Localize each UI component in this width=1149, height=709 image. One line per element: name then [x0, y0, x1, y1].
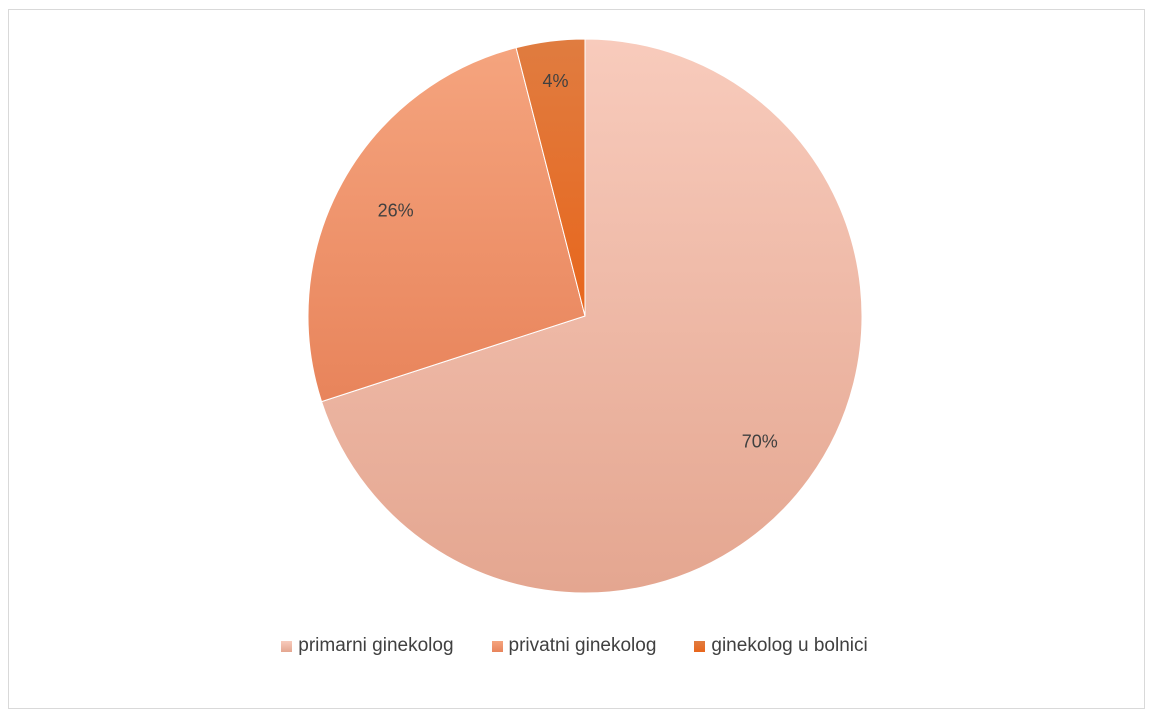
pie-slice-ginekolog-u-bolnici	[515, 38, 586, 317]
data-label-ginekolog-u-bolnici: 4%	[542, 71, 568, 91]
legend-label: privatni ginekolog	[508, 635, 657, 656]
pie-slice-privatni-ginekolog	[307, 47, 586, 403]
legend-item-primarni-ginekolog: primarni ginekolog	[281, 635, 454, 657]
data-label-primarni-ginekolog: 70%	[742, 432, 778, 452]
legend-label: primarni ginekolog	[298, 635, 454, 656]
pie-slices	[307, 38, 863, 594]
pie-slice-primarni-ginekolog	[320, 38, 863, 594]
legend-swatch	[281, 640, 293, 652]
legend: primarni ginekolog privatni ginekolog gi…	[0, 633, 1149, 659]
legend-swatch	[694, 640, 706, 652]
pie-chart: 70% 26% 4%	[307, 38, 863, 594]
legend-item-ginekolog-u-bolnici: ginekolog u bolnici	[694, 635, 868, 657]
pie-data-labels: 70% 26% 4%	[378, 71, 778, 452]
data-label-privatni-ginekolog: 26%	[378, 201, 414, 221]
legend-item-privatni-ginekolog: privatni ginekolog	[491, 635, 657, 657]
legend-swatch	[491, 640, 503, 652]
legend-label: ginekolog u bolnici	[711, 635, 868, 656]
